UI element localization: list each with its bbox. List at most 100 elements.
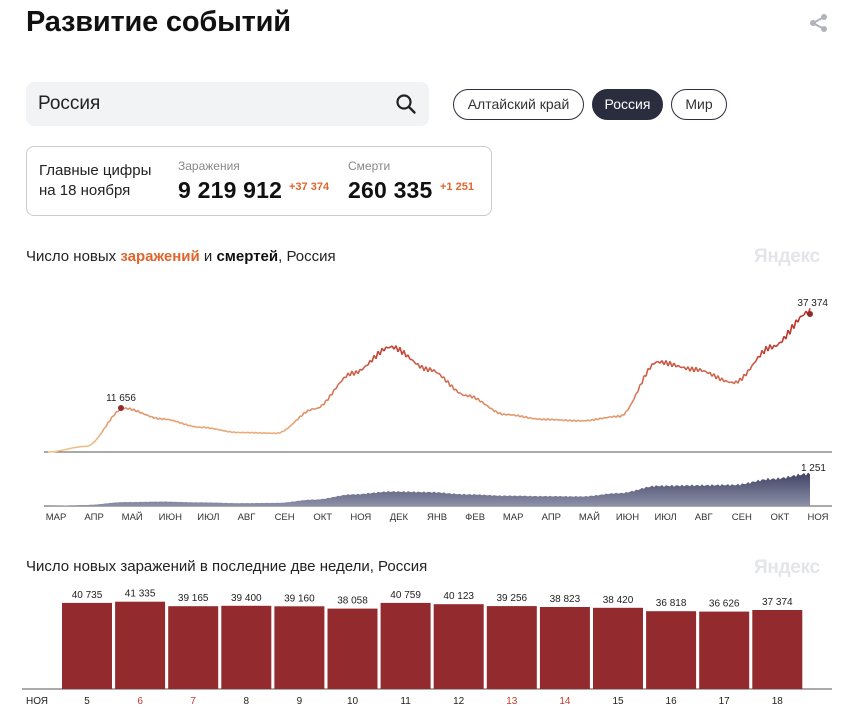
infections-line-segment xyxy=(309,408,313,412)
bar-value-label: 39 400 xyxy=(231,593,262,604)
infections-line-segment xyxy=(749,365,753,371)
infections-line-segment xyxy=(535,418,539,421)
infections-line-segment xyxy=(777,341,781,346)
bar[interactable] xyxy=(593,607,643,689)
infections-line-segment xyxy=(655,360,659,363)
infections-line-segment xyxy=(177,420,181,425)
infections-line-segment xyxy=(407,354,411,360)
infections-line-segment xyxy=(277,431,281,435)
search-input[interactable] xyxy=(38,82,378,126)
infections-line-segment xyxy=(183,423,187,426)
infections-line-segment xyxy=(553,418,557,422)
month-tick-label: МАЙ xyxy=(122,511,143,523)
day-tick-label: 8 xyxy=(244,696,250,707)
month-tick-label: НОЯ xyxy=(350,512,371,523)
infections-line-segment xyxy=(567,419,571,422)
infections-line-segment xyxy=(411,359,415,363)
infections-line-segment xyxy=(565,418,569,422)
chip-world[interactable]: Мир xyxy=(671,89,727,120)
infections-line-segment xyxy=(343,376,347,379)
bar-value-label: 40 759 xyxy=(390,590,421,601)
share-icon[interactable] xyxy=(808,12,830,34)
infections-line-segment xyxy=(269,432,273,435)
month-tick-label: АПР xyxy=(542,512,561,523)
deaths-area xyxy=(48,472,810,506)
deaths-delta: +1 251 xyxy=(440,181,474,193)
bar[interactable] xyxy=(115,601,166,689)
bar[interactable] xyxy=(699,611,750,689)
day-tick-label: 9 xyxy=(297,696,303,707)
chip-russia[interactable]: Россия xyxy=(592,89,663,120)
infections-line-segment xyxy=(613,415,617,419)
infections-line-segment xyxy=(123,406,127,410)
infections-line-segment xyxy=(167,418,171,421)
infections-line-segment xyxy=(501,412,505,416)
infections-line-segment xyxy=(291,422,295,426)
chip-altai[interactable]: Алтайский край xyxy=(453,89,584,120)
infections-line-segment xyxy=(705,371,709,375)
month-tick-label: МАЙ xyxy=(579,511,600,523)
infections-line-segment xyxy=(251,431,255,435)
infections-line-segment xyxy=(599,417,603,420)
bar[interactable] xyxy=(221,605,272,689)
peak-infections-label: 11 656 xyxy=(106,393,136,404)
infections-line-segment xyxy=(235,431,239,434)
bar[interactable] xyxy=(327,608,378,689)
infections-line-segment xyxy=(641,375,645,385)
infections-line-segment xyxy=(225,430,229,433)
bar[interactable] xyxy=(62,602,112,689)
infections-line-segment xyxy=(801,314,805,317)
main-figures-box: Главные цифры на 18 ноября Заражения 9 2… xyxy=(26,146,492,216)
infections-line-segment xyxy=(631,398,635,404)
month-tick-label: ИЮЛ xyxy=(654,512,676,523)
two-weeks-bar-chart[interactable]: 40 735 5 41 335 6 39 165 7 39 400 8 39 160 9 38 05… xyxy=(0,584,848,714)
bar[interactable] xyxy=(380,602,431,689)
region-search xyxy=(26,82,429,126)
infections-line-segment xyxy=(303,411,307,414)
infections-line-segment xyxy=(115,410,119,413)
infections-line-segment xyxy=(385,346,389,349)
infections-line-segment xyxy=(153,416,157,420)
bar-value-label: 38 420 xyxy=(603,595,634,606)
infections-line-segment xyxy=(521,414,525,419)
infections-line-segment xyxy=(561,419,565,422)
month-tick-label: ЯНВ xyxy=(427,512,447,523)
infections-line-segment xyxy=(97,434,101,439)
infections-line-segment xyxy=(575,419,579,423)
infections-line-segment xyxy=(649,363,653,370)
infections-line-segment xyxy=(595,417,599,421)
infections-line-segment xyxy=(341,376,345,382)
infections-line-segment xyxy=(493,409,497,413)
search-icon[interactable] xyxy=(395,93,417,115)
infections-deaths-chart[interactable]: 11 656 37 374 1 251 МАР АПР МАЙ ИЮН ИЮЛ АВГ СЕ… xyxy=(0,280,848,560)
infections-line-segment xyxy=(163,417,167,421)
infections-line-segment xyxy=(785,329,789,340)
infections-line-segment xyxy=(199,426,203,429)
infections-line-segment xyxy=(223,429,227,432)
infections-line-segment xyxy=(741,373,745,381)
bar[interactable] xyxy=(539,607,590,689)
infections-line-segment xyxy=(755,355,759,362)
bar[interactable] xyxy=(752,610,803,689)
bar[interactable] xyxy=(486,606,537,689)
infections-line-segment xyxy=(607,416,611,419)
bar-value-label: 38 823 xyxy=(550,594,581,605)
infections-line-segment xyxy=(301,412,305,417)
infections-line-segment xyxy=(399,347,403,355)
bar[interactable] xyxy=(646,611,697,689)
infections-line-segment xyxy=(105,421,109,428)
month-tick-label: ОКТ xyxy=(313,512,332,523)
infections-line-segment xyxy=(211,427,215,430)
infections-line-segment xyxy=(477,397,481,403)
infections-line-segment xyxy=(339,380,343,384)
day-tick-label: 15 xyxy=(612,696,624,707)
infections-line-segment xyxy=(633,393,637,400)
infections-line-segment xyxy=(479,400,483,403)
bar-value-label: 38 058 xyxy=(337,596,368,607)
infections-line-segment xyxy=(637,384,641,392)
bar[interactable] xyxy=(274,606,325,689)
infections-line-segment xyxy=(455,388,459,394)
bar[interactable] xyxy=(433,604,484,689)
bar[interactable] xyxy=(168,606,219,689)
infections-line-segment xyxy=(403,350,407,358)
